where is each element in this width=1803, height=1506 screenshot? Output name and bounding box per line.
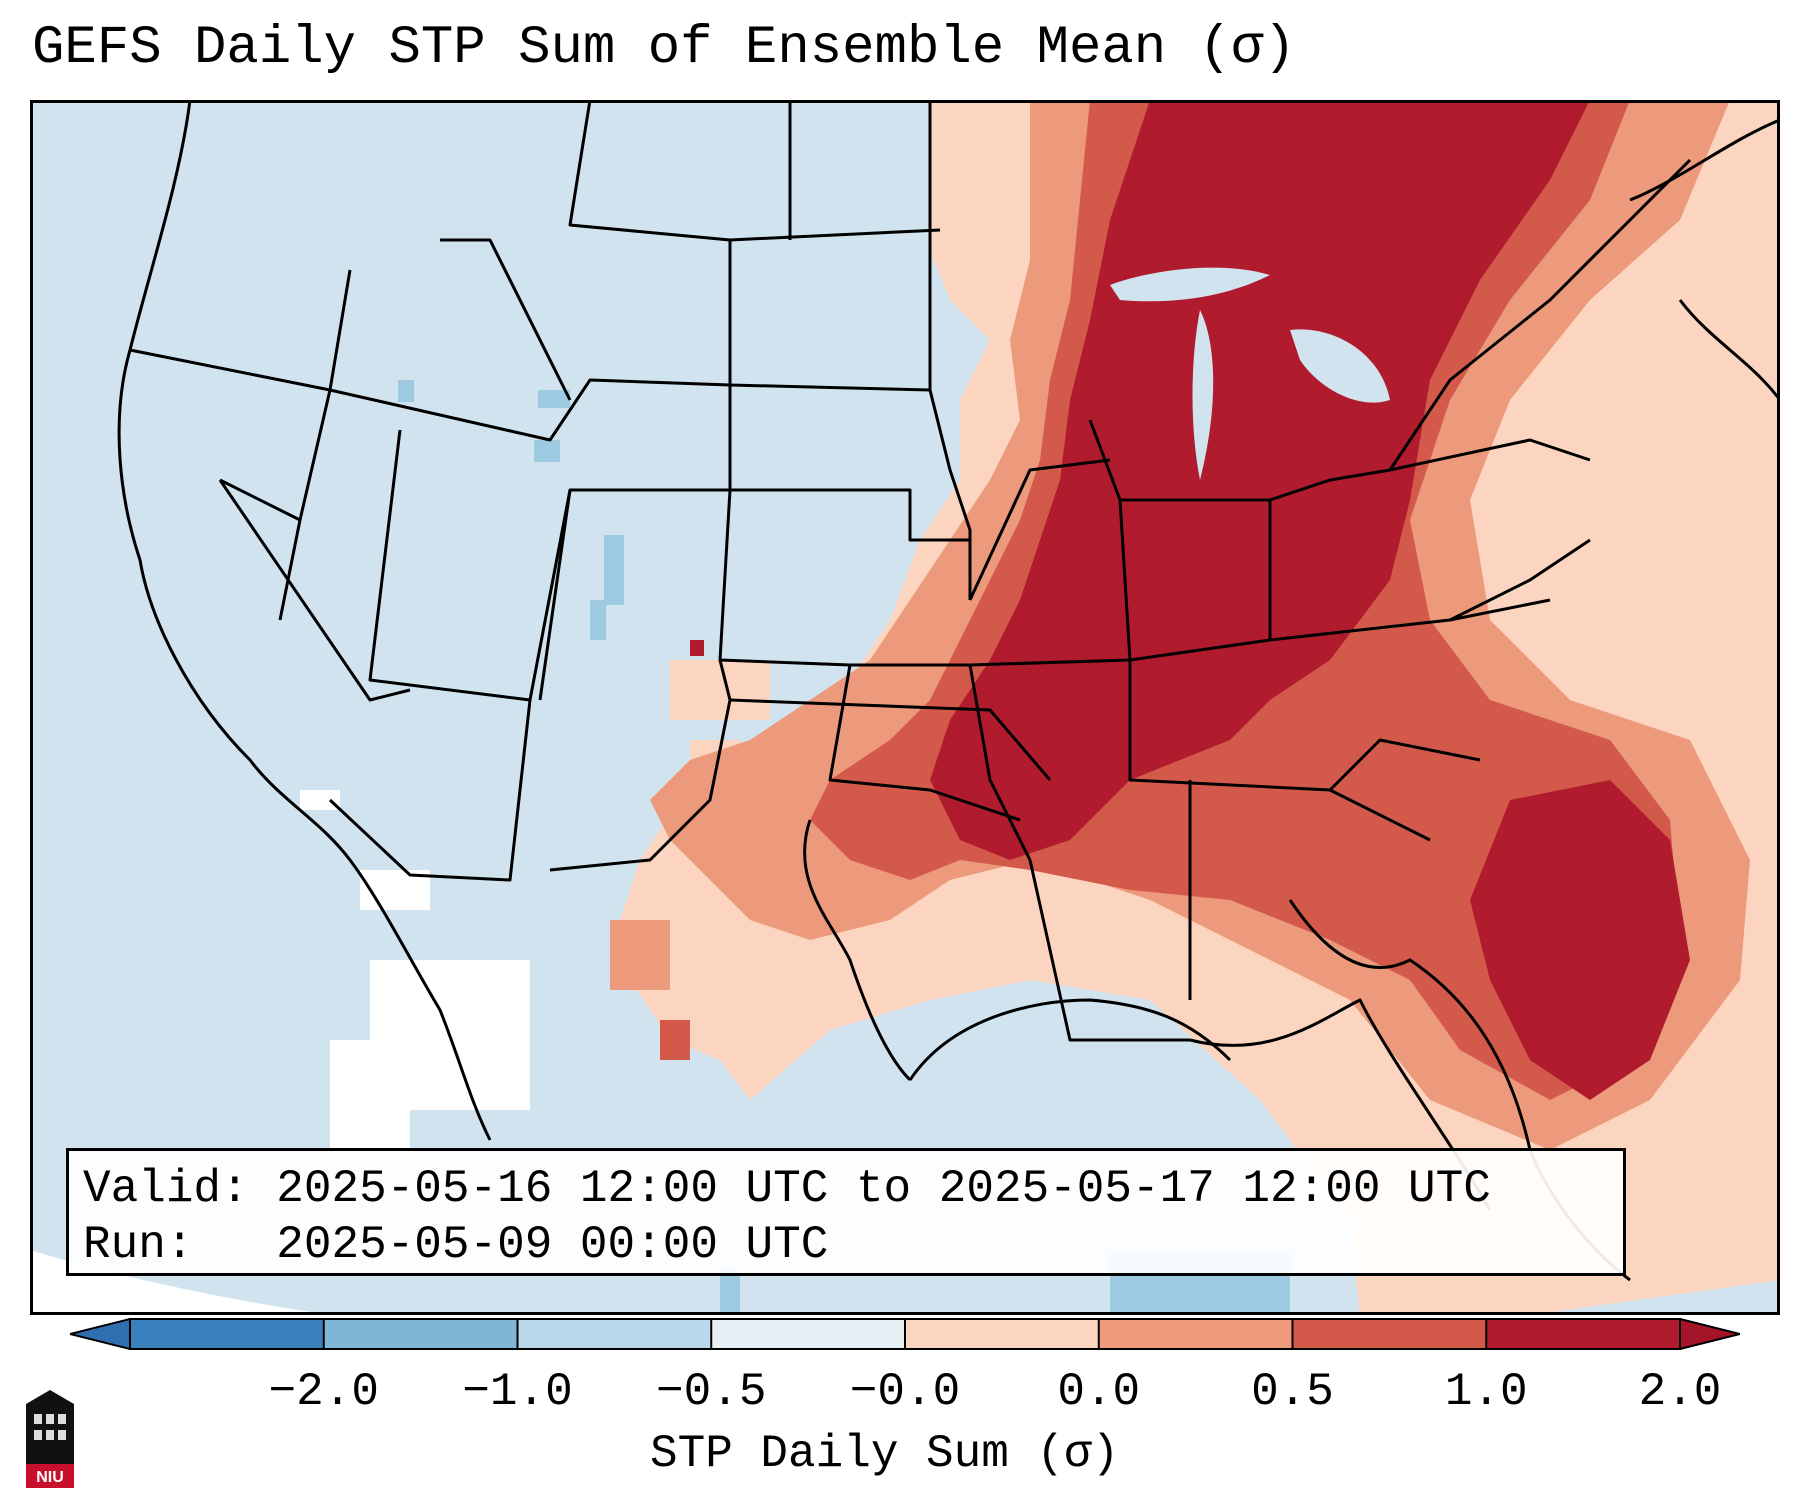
colorbar-segment: [1292, 1319, 1487, 1349]
colorbar-segment: [711, 1319, 905, 1349]
colorbar-tick-label: 0.0: [1057, 1366, 1141, 1418]
logo-text: NIU: [36, 1469, 64, 1486]
run-value: 2025-05-09 00:00 UTC: [276, 1219, 829, 1271]
valid-value: 2025-05-16 12:00 UTC to 2025-05-17 12:00…: [276, 1163, 1491, 1215]
colorbar-segment: [1486, 1319, 1680, 1349]
map-title: GEFS Daily STP Sum of Ensemble Mean (σ): [32, 18, 1296, 79]
colorbar-tick-label: −2.0: [268, 1366, 379, 1418]
colorbar-label: STP Daily Sum (σ): [650, 1428, 1120, 1480]
colorbar-segment: [1098, 1319, 1293, 1349]
run-label: Run:: [83, 1219, 194, 1271]
niu-logo: NIU: [22, 1390, 78, 1490]
colorbar: [69, 1317, 1741, 1351]
colorbar-tick-label: −0.5: [656, 1366, 767, 1418]
colorbar-tick-label: 2.0: [1638, 1366, 1722, 1418]
anomaly-very-strong: [690, 100, 1690, 1100]
great-lakes: [1110, 267, 1390, 480]
colorbar-extend-low: [69, 1317, 131, 1351]
colorbar-segment: [905, 1319, 1099, 1349]
colorbar-segment: [323, 1319, 518, 1349]
map-panel: [30, 100, 1780, 1315]
colorbar-tick-label: 0.5: [1251, 1366, 1334, 1418]
colorbar-tick-label: −1.0: [462, 1366, 573, 1418]
colorbar-segment: [517, 1319, 712, 1349]
colorbar-tick-label: −0.0: [849, 1366, 961, 1418]
colorbar-tick-label: 1.0: [1444, 1366, 1528, 1418]
valid-label: Valid:: [83, 1163, 249, 1215]
map-frame-border: [30, 100, 1780, 1315]
valid-run-info-box: Valid: 2025-05-16 12:00 UTC to 2025-05-1…: [66, 1148, 1626, 1276]
colorbar-segment: [130, 1319, 324, 1349]
colorbar-extend-high: [1679, 1317, 1741, 1351]
state-boundaries: [117, 100, 1692, 1211]
